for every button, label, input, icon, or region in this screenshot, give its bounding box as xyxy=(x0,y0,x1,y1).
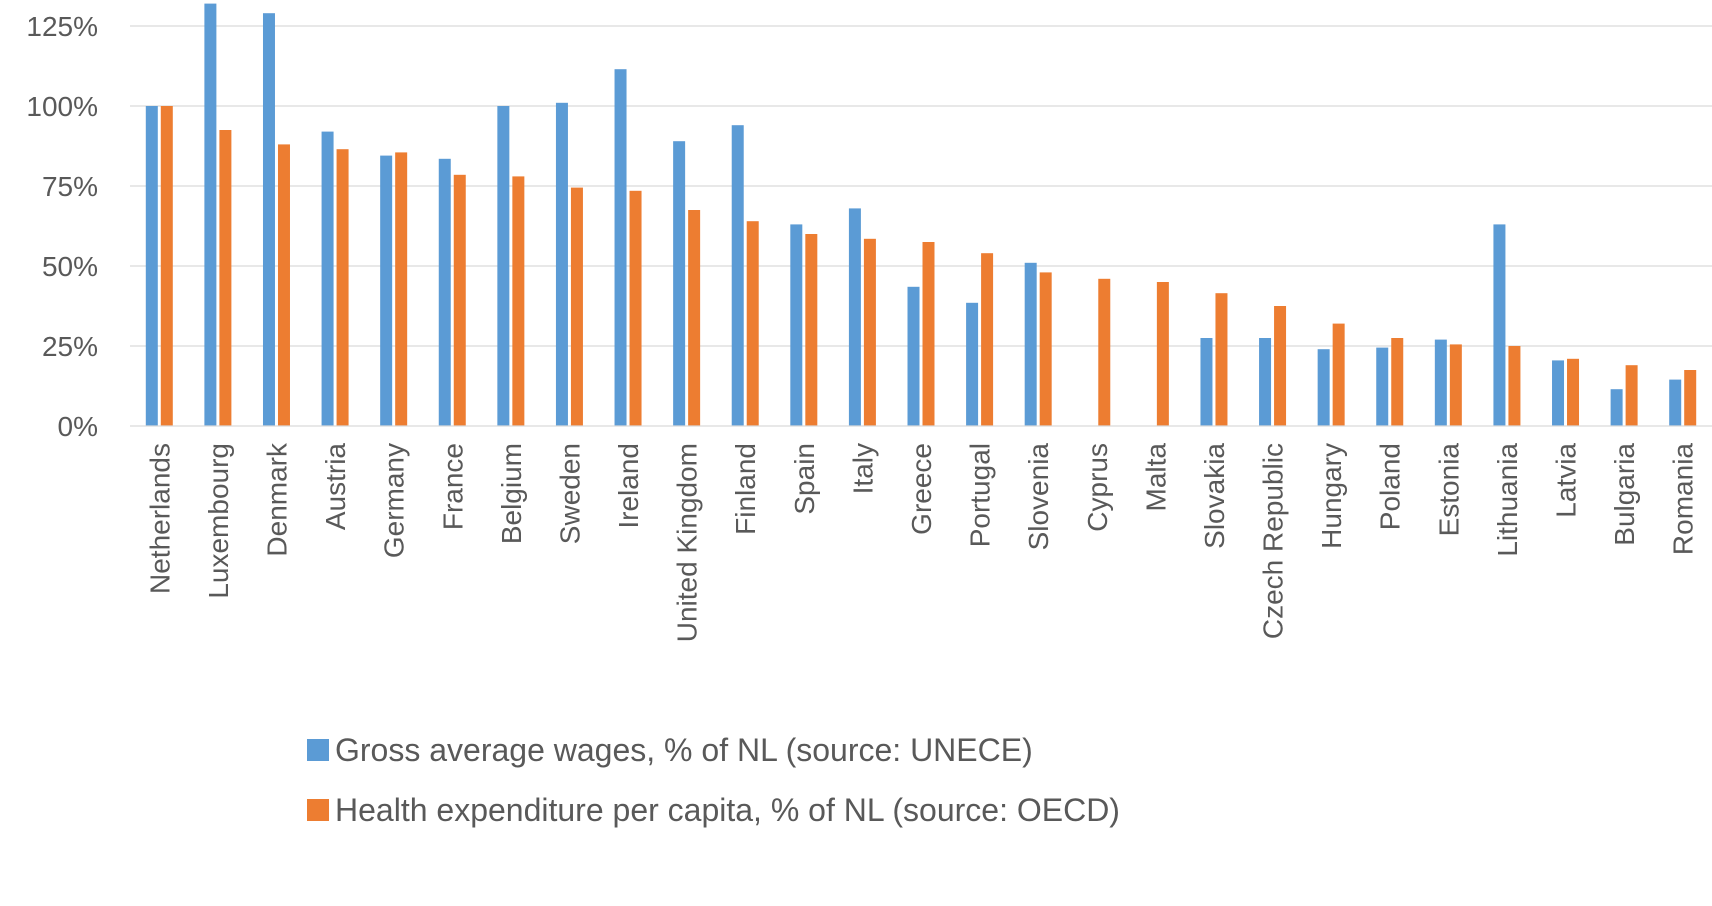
bar-wages-finland xyxy=(731,125,744,426)
bar-wages-belgium xyxy=(497,106,510,426)
bar-health-luxembourg xyxy=(219,130,232,426)
y-tick-label: 100% xyxy=(26,91,98,122)
x-tick-label: Italy xyxy=(847,443,878,494)
x-tick-label: Austria xyxy=(320,443,351,531)
bar-wages-estonia xyxy=(1434,339,1447,426)
x-tick-label: Finland xyxy=(730,443,761,535)
x-tick-label: Slovenia xyxy=(1023,443,1054,551)
y-axis-tick-labels: 0% 25% 50% 75% 100% 125% xyxy=(26,11,98,442)
legend: Gross average wages, % of NL (source: UN… xyxy=(307,732,1120,828)
bar-health-poland xyxy=(1391,338,1404,426)
bar-health-lithuania xyxy=(1508,346,1521,426)
x-tick-label: Poland xyxy=(1375,443,1406,530)
bar-wages-slovakia xyxy=(1200,338,1213,426)
x-tick-label: France xyxy=(437,443,468,530)
bar-health-greece xyxy=(922,242,935,426)
bar-wages-france xyxy=(438,158,451,427)
legend-label: Health expenditure per capita, % of NL (… xyxy=(335,792,1120,828)
bar-wages-romania xyxy=(1669,379,1682,426)
bar-health-france xyxy=(453,174,466,426)
bar-health-portugal xyxy=(981,253,994,426)
bar-health-slovakia xyxy=(1215,293,1228,426)
bar-wages-netherlands xyxy=(145,106,158,426)
bar-wages-poland xyxy=(1376,347,1389,426)
bar-health-netherlands xyxy=(160,106,173,426)
bar-wages-luxembourg xyxy=(204,3,217,426)
x-tick-label: Greece xyxy=(906,443,937,535)
bar-wages-germany xyxy=(380,155,393,426)
bar-wages-ireland xyxy=(614,69,627,426)
x-tick-label: Denmark xyxy=(261,442,292,557)
legend-swatch xyxy=(307,739,329,761)
bar-health-cyprus xyxy=(1098,278,1111,426)
bar-health-bulgaria xyxy=(1625,365,1638,426)
bar-health-austria xyxy=(336,149,349,426)
x-tick-label: Cyprus xyxy=(1082,443,1113,532)
x-tick-label: Lithuania xyxy=(1492,443,1523,557)
y-tick-label: 125% xyxy=(26,11,98,42)
bar-health-sweden xyxy=(570,187,583,426)
bar-health-hungary xyxy=(1332,323,1345,426)
bar-wages-portugal xyxy=(966,302,979,426)
bar-wages-spain xyxy=(790,224,803,426)
x-tick-label: Luxembourg xyxy=(203,443,234,599)
bar-wages-latvia xyxy=(1552,360,1565,426)
bar-health-denmark xyxy=(277,144,290,426)
x-tick-label: Malta xyxy=(1140,443,1171,512)
bar-health-germany xyxy=(395,152,408,426)
x-tick-label: Latvia xyxy=(1551,443,1582,518)
x-tick-label: Sweden xyxy=(554,443,585,544)
bar-wages-bulgaria xyxy=(1610,389,1623,426)
bar-health-czech-republic xyxy=(1274,306,1287,426)
bar-wages-italy xyxy=(848,208,861,426)
bar-wages-sweden xyxy=(555,102,568,427)
x-tick-label: Bulgaria xyxy=(1609,443,1640,546)
x-axis-category-labels: Netherlands Luxembourg Denmark Austria Germa… xyxy=(144,442,1698,642)
gridlines xyxy=(130,25,1712,347)
x-tick-label: Belgium xyxy=(496,443,527,544)
bars xyxy=(145,3,1697,427)
bar-health-romania xyxy=(1684,370,1697,426)
x-tick-label: Czech Republic xyxy=(1258,443,1289,639)
legend-swatch xyxy=(307,799,329,821)
legend-label: Gross average wages, % of NL (source: UN… xyxy=(335,732,1033,768)
bar-wages-greece xyxy=(907,286,920,426)
x-tick-label: Netherlands xyxy=(144,443,175,594)
bar-health-latvia xyxy=(1567,358,1580,426)
x-tick-label: Slovakia xyxy=(1199,443,1230,549)
x-tick-label: Germany xyxy=(379,443,410,558)
x-tick-label: Estonia xyxy=(1433,443,1464,537)
bar-health-estonia xyxy=(1449,344,1462,426)
bar-wages-austria xyxy=(321,131,334,426)
bar-wages-czech-republic xyxy=(1259,338,1272,426)
y-tick-label: 50% xyxy=(42,251,98,282)
bar-health-italy xyxy=(863,238,876,426)
bar-wages-denmark xyxy=(262,13,275,426)
bar-health-united-kingdom xyxy=(688,210,701,426)
y-tick-label: 25% xyxy=(42,331,98,362)
x-tick-label: Portugal xyxy=(965,443,996,547)
bar-wages-united-kingdom xyxy=(673,141,686,426)
x-tick-label: Hungary xyxy=(1316,443,1347,549)
bar-wages-lithuania xyxy=(1493,224,1506,426)
bar-health-finland xyxy=(746,221,759,426)
bar-health-slovenia xyxy=(1039,272,1052,426)
bar-health-belgium xyxy=(512,176,525,426)
x-tick-label: Spain xyxy=(789,443,820,515)
x-tick-label: Ireland xyxy=(613,443,644,529)
y-tick-label: 0% xyxy=(58,411,98,442)
bar-wages-hungary xyxy=(1317,349,1330,426)
bar-health-ireland xyxy=(629,190,642,426)
x-tick-label: United Kingdom xyxy=(672,443,703,642)
bar-health-spain xyxy=(805,234,818,426)
y-tick-label: 75% xyxy=(42,171,98,202)
x-tick-label: Romania xyxy=(1668,443,1699,555)
bar-wages-slovenia xyxy=(1024,262,1037,426)
bar-health-malta xyxy=(1156,282,1169,426)
